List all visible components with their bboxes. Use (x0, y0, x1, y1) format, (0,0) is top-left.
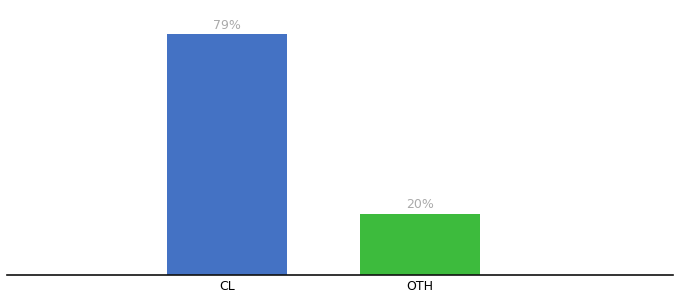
Bar (360, 214, 480, 274)
Text: 20%: 20% (406, 198, 434, 211)
Text: 79%: 79% (213, 19, 241, 32)
Bar (167, 34, 287, 274)
